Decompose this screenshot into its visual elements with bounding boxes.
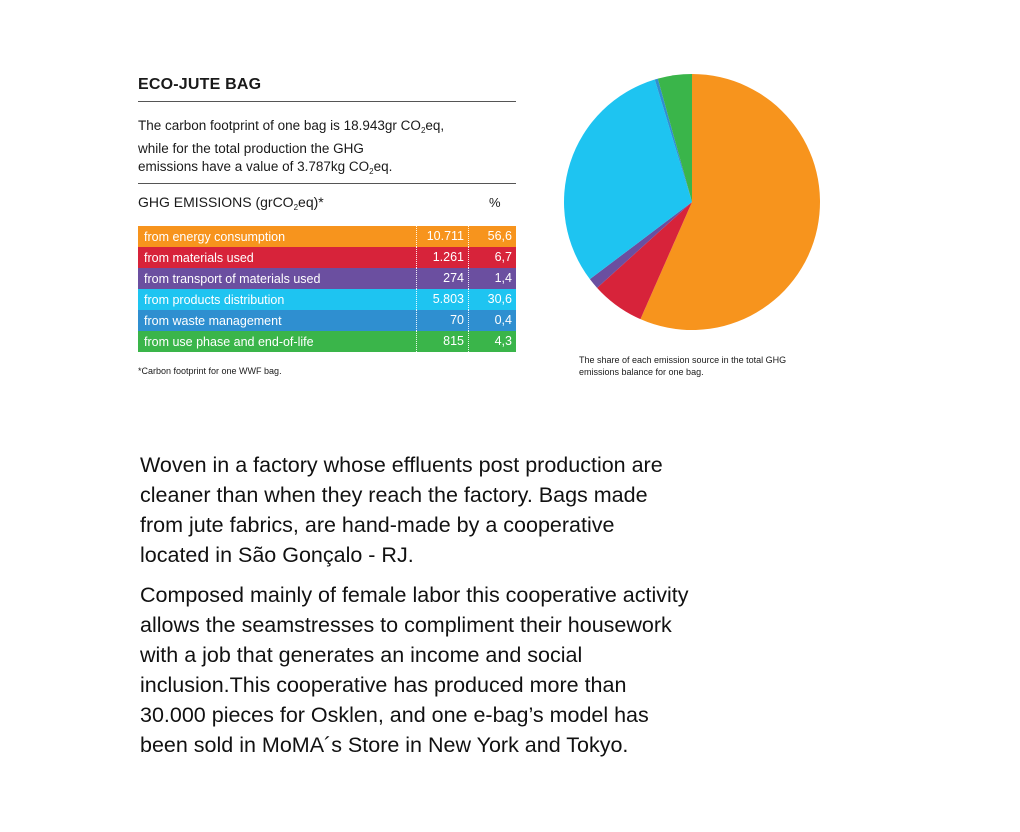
footnote: *Carbon footprint for one WWF bag. <box>138 366 282 376</box>
paragraph-line: been sold in MoMA´s Store in New York an… <box>140 733 629 757</box>
table-row: from energy consumption 10.711 56,6 <box>138 226 516 247</box>
emissions-pie-chart <box>564 74 821 330</box>
body-paragraph-1: Woven in a factory whose effluents post … <box>140 450 840 570</box>
row-label: from use phase and end-of-life <box>144 334 314 349</box>
row-percent: 30,6 <box>468 289 516 310</box>
table-row: from materials used 1.261 6,7 <box>138 247 516 268</box>
paragraph-line: with a job that generates an income and … <box>140 643 583 667</box>
paragraph-line: 30.000 pieces for Osklen, and one e-bag’… <box>140 703 649 727</box>
table-header: GHG EMISSIONS (grCO2eq)* <box>138 194 324 212</box>
row-value: 1.261 <box>416 247 468 268</box>
row-percent: 6,7 <box>468 247 516 268</box>
intro-line2: while for the total production the GHG <box>138 141 364 156</box>
chart-caption: The share of each emission source in the… <box>579 355 787 377</box>
intro-divider <box>138 183 516 184</box>
intro-line1: The carbon footprint of one bag is 18.94… <box>138 118 445 135</box>
table-row: from transport of materials used 274 1,4 <box>138 268 516 289</box>
row-value: 274 <box>416 268 468 289</box>
paragraph-line: located in São Gonçalo - RJ. <box>140 543 414 567</box>
table-row: from waste management 70 0,4 <box>138 310 516 331</box>
pie-slice <box>564 79 692 280</box>
row-label: from waste management <box>144 313 282 328</box>
pie-slice <box>654 78 692 202</box>
pie-slice <box>640 74 821 330</box>
paragraph-line: Woven in a factory whose effluents post … <box>140 453 663 477</box>
row-percent: 0,4 <box>468 310 516 331</box>
row-label: from energy consumption <box>144 229 286 244</box>
row-label: from products distribution <box>144 292 285 307</box>
body-paragraph-2: Composed mainly of female labor this coo… <box>140 580 840 760</box>
paragraph-line: allows the seamstresses to compliment th… <box>140 613 672 637</box>
table-row: from use phase and end-of-life 815 4,3 <box>138 331 516 352</box>
paragraph-line: from jute fabrics, are hand-made by a co… <box>140 513 615 537</box>
pie-slice <box>589 202 692 288</box>
emissions-table: from energy consumption 10.711 56,6 from ma… <box>138 226 516 352</box>
row-value: 5.803 <box>416 289 468 310</box>
title-divider <box>138 101 516 102</box>
page-title: ECO-JUTE BAG <box>138 76 262 93</box>
row-label: from transport of materials used <box>144 271 321 286</box>
row-percent: 4,3 <box>468 331 516 352</box>
row-label: from materials used <box>144 250 254 265</box>
row-value: 10.711 <box>416 226 468 247</box>
paragraph-line: Composed mainly of female labor this coo… <box>140 583 689 607</box>
percent-header: % <box>489 195 501 210</box>
paragraph-line: cleaner than when they reach the factory… <box>140 483 648 507</box>
intro-text: The carbon footprint of one bag is 18.94… <box>138 117 518 181</box>
row-percent: 56,6 <box>468 226 516 247</box>
row-value: 70 <box>416 310 468 331</box>
row-percent: 1,4 <box>468 268 516 289</box>
row-value: 815 <box>416 331 468 352</box>
paragraph-line: inclusion.This cooperative has produced … <box>140 673 627 697</box>
pie-slice <box>597 202 692 320</box>
intro-line3: emissions have a value of 3.787kg CO2eq. <box>138 159 393 176</box>
table-row: from products distribution 5.803 30,6 <box>138 289 516 310</box>
pie-slice <box>657 74 692 202</box>
